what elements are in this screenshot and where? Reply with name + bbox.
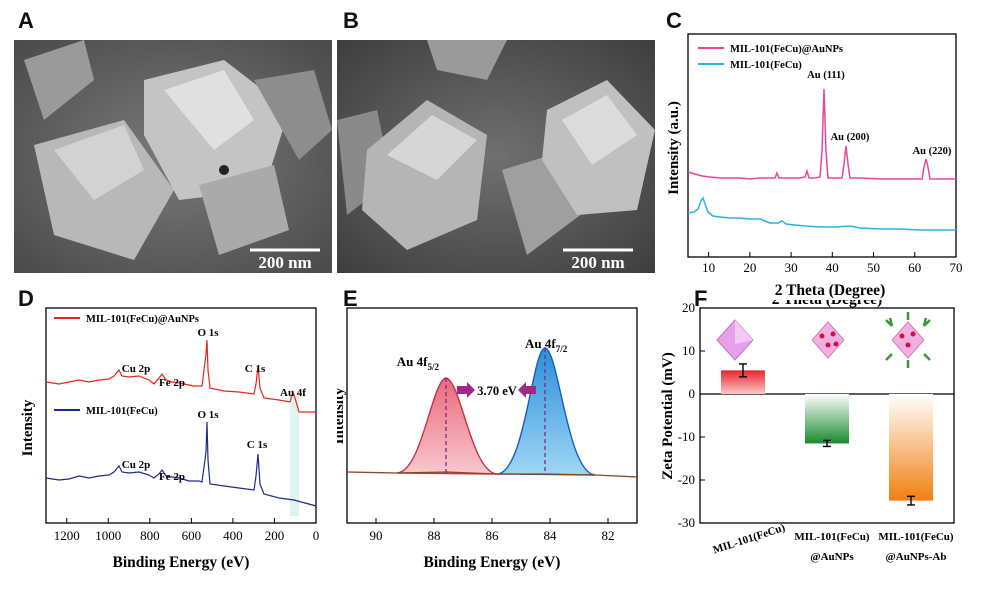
tick-label-f-0: 20 — [682, 300, 695, 315]
tick-label-f-1: 10 — [682, 343, 695, 358]
chart-e-frame — [346, 307, 638, 524]
peak-label-d-fe-top: Fe 2p — [159, 377, 185, 389]
tick-label-c-3: 40 — [826, 260, 839, 275]
peak-label-d-c-top: C 1s — [245, 363, 266, 375]
tick-label-d-1: 1000 — [95, 528, 121, 543]
category-label-f-1b: @AuNPs — [810, 551, 854, 563]
tick-label-c-0: 10 — [702, 260, 715, 275]
series-line-c-mil — [687, 196, 956, 231]
peak-label-d-fe-bot: Fe 2p — [159, 471, 185, 483]
bar-f-2 — [889, 394, 933, 501]
peak-label-d-au-top: Au 4f — [280, 387, 306, 399]
chart-d-frame — [45, 307, 317, 524]
category-label-f-1a: MIL-101(FeCu) — [794, 531, 869, 543]
legend-label-c-1: MIL-101(FeCu)@AuNPs — [730, 44, 843, 55]
tick-label-e-3: 84 — [544, 528, 558, 543]
panel-label-e: E — [343, 286, 358, 311]
category-label-f-0: MIL-101(FeCu) — [711, 522, 787, 557]
peak-area-e-72 — [496, 347, 596, 476]
ylabel-f: Zeta Potential (mV) — [660, 352, 676, 479]
sem-image-a: 200 nm — [14, 40, 332, 273]
chart-f-frame — [699, 307, 955, 524]
panel-label-c: C — [666, 8, 682, 33]
series-line-d-mil — [45, 421, 317, 507]
ylabel-c: Intensity (a.u.) — [666, 101, 682, 195]
sem-image-a-drawing: 200 nm — [14, 40, 332, 273]
sem-image-b-drawing: 200 nm — [337, 40, 655, 273]
tick-label-d-3: 600 — [182, 528, 202, 543]
peak-label-c-220: Au (220) — [913, 146, 952, 157]
scalebar-label-a: 200 nm — [258, 253, 311, 272]
bar-f-1 — [805, 394, 849, 444]
tick-label-d-2: 800 — [140, 528, 160, 543]
tick-label-e-1: 88 — [428, 528, 441, 543]
peak-label-d-cu-top: Cu 2p — [122, 363, 150, 375]
xlabel-d: Binding Energy (eV) — [113, 554, 250, 571]
panel-label-a: A — [18, 8, 34, 33]
tick-label-c-2: 30 — [785, 260, 798, 275]
tick-label-e-0: 90 — [370, 528, 383, 543]
peak-label-d-cu-bot: Cu 2p — [122, 459, 150, 471]
chart-c: 10 20 30 40 50 60 70 MIL-101(FeCu)@AuNPs MIL-1… — [666, 33, 963, 275]
peak-label-e-52: Au 4f5/2 — [397, 354, 440, 372]
tick-label-f-5: -30 — [678, 515, 695, 530]
peak-label-d-o-top: O 1s — [197, 327, 219, 339]
arrow-left-e — [518, 382, 536, 398]
octahedron-icon — [716, 319, 754, 361]
tick-label-d-4: 400 — [223, 528, 243, 543]
split-label-e: 3.70 eV — [477, 384, 517, 398]
xlabel-e: Binding Energy (eV) — [424, 554, 561, 571]
series-line-d-aunps — [45, 339, 316, 413]
panel-label-d: D — [18, 286, 34, 311]
tick-label-c-4: 50 — [867, 260, 880, 275]
tick-label-d-5: 200 — [265, 528, 285, 543]
tick-label-c-5: 60 — [908, 260, 921, 275]
tick-label-e-2: 86 — [486, 528, 500, 543]
chart-d: 1200 1000 800 600 400 200 0 MIL-101(FeCu)@AuNP… — [20, 307, 320, 571]
peak-label-d-c-bot: C 1s — [247, 439, 268, 451]
legend-label-d-1: MIL-101(FeCu)@AuNPs — [86, 314, 199, 325]
panel-label-f: F — [694, 286, 708, 311]
tick-label-d-0: 1200 — [54, 528, 80, 543]
ylabel-d: Intensity — [20, 399, 36, 456]
scalebar-label-b: 200 nm — [571, 253, 624, 272]
octahedron-aunps-icon — [811, 321, 845, 359]
chart-f: 20 10 0 -10 -20 -30 2 Theta (Degree) Zeta Pot… — [660, 300, 955, 563]
background-line-e — [346, 471, 638, 478]
chart-e: 90 88 86 84 82 3.70 eV Au 4f5/2 Au 4f7/2 Int… — [337, 307, 638, 571]
ylabel-e: Intensity — [337, 387, 347, 444]
peak-label-d-o-bot: O 1s — [197, 409, 219, 421]
category-label-f-2a: MIL-101(FeCu) — [878, 531, 953, 543]
category-label-f-2b: @AuNPs-Ab — [886, 551, 947, 563]
series-line-c-aunps — [687, 88, 956, 180]
tick-label-f-3: -10 — [678, 429, 695, 444]
bar-f-0 — [721, 370, 765, 394]
xlabel-c-visible: 2 Theta (Degree) — [774, 282, 886, 299]
peak-label-e-72: Au 4f7/2 — [525, 336, 568, 354]
octahedron-aunps-ab-icon — [885, 312, 931, 368]
tick-label-f-2: 0 — [689, 386, 696, 401]
peak-label-c-111: Au (111) — [807, 70, 845, 81]
legend-label-d-2: MIL-101(FeCu) — [86, 406, 158, 417]
tick-label-d-6: 0 — [313, 528, 320, 543]
arrow-right-e — [457, 382, 475, 398]
legend-label-c-2: MIL-101(FeCu) — [730, 60, 802, 71]
au4f-highlight — [290, 396, 299, 516]
panel-label-b: B — [343, 8, 359, 33]
tick-label-c-6: 70 — [950, 260, 963, 275]
peak-label-c-200: Au (200) — [831, 132, 870, 143]
xlabel-c-title-f: 2 Theta (Degree) — [772, 300, 882, 308]
tick-label-e-4: 82 — [602, 528, 615, 543]
sem-image-b: 200 nm — [337, 40, 655, 273]
tick-label-c-1: 20 — [743, 260, 756, 275]
tick-label-f-4: -20 — [678, 472, 695, 487]
